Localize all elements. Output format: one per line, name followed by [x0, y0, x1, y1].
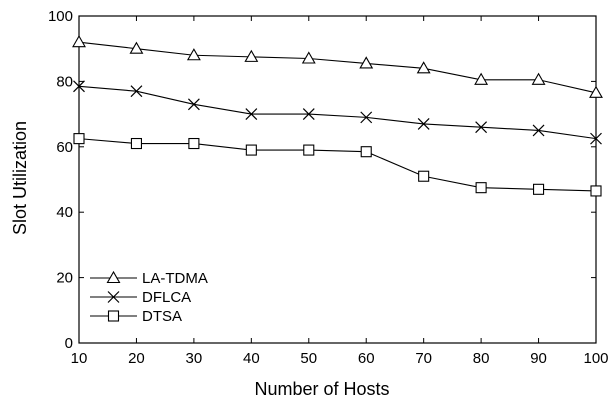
x-tick-label: 70	[415, 350, 432, 367]
data-point	[302, 108, 315, 121]
legend-marker	[107, 291, 120, 303]
legend-marker	[107, 310, 120, 322]
data-point	[590, 185, 602, 197]
series-line	[78, 85, 597, 140]
x-tick-label: 50	[300, 350, 317, 367]
data-point	[187, 98, 200, 111]
data-point	[245, 144, 257, 156]
x-tick-label: 40	[243, 350, 260, 367]
data-point	[417, 117, 430, 130]
x-tick-label: 60	[358, 350, 375, 367]
x-tick-label: 90	[530, 350, 547, 367]
y-tick-label: 80	[56, 73, 73, 90]
data-point	[416, 61, 431, 74]
y-tick-label: 60	[56, 139, 73, 156]
x-tick-label: 100	[583, 350, 608, 367]
data-point	[533, 183, 545, 195]
data-point	[186, 48, 201, 61]
legend-item: DTSA	[90, 308, 182, 325]
data-point	[301, 51, 316, 64]
data-point	[188, 137, 200, 150]
series-line	[78, 138, 597, 192]
data-point	[360, 111, 373, 124]
x-tick-label: 30	[186, 350, 203, 367]
legend-label: LA-TDMA	[142, 270, 208, 287]
y-tick-label: 100	[48, 8, 73, 25]
data-point	[359, 56, 374, 69]
legend-label: DTSA	[142, 308, 182, 325]
series-dflca	[73, 80, 602, 145]
data-point	[303, 144, 315, 156]
data-point	[474, 72, 489, 85]
legend-item: LA-TDMA	[90, 270, 208, 287]
series-line	[78, 41, 597, 94]
data-point	[475, 121, 488, 134]
data-point	[589, 85, 603, 98]
data-point	[360, 146, 372, 158]
x-tick-label: 20	[128, 350, 145, 367]
data-point	[531, 72, 546, 85]
data-point	[72, 35, 86, 48]
y-tick-label: 0	[65, 335, 73, 352]
y-tick-label: 40	[56, 204, 73, 221]
data-point	[130, 85, 143, 98]
data-point	[73, 133, 85, 145]
data-point	[73, 80, 85, 93]
data-point	[418, 170, 430, 182]
y-tick-label: 20	[56, 270, 73, 287]
data-point	[245, 108, 258, 121]
x-tick-label: 10	[71, 350, 88, 367]
axes: 10 20 30 40 50 60 70 80 90 100 0 20 40 60 80 100	[48, 8, 609, 367]
series-dtsa	[73, 133, 602, 197]
series-la-tdma	[72, 35, 603, 98]
x-axis-title: Number of Hosts	[254, 379, 389, 399]
legend-marker	[106, 270, 121, 284]
legend-item: DFLCA	[90, 289, 191, 306]
data-point	[129, 41, 144, 54]
plot-frame	[78, 15, 597, 344]
legend-label: DFLCA	[142, 289, 191, 306]
data-point	[590, 132, 602, 145]
data-point	[130, 137, 142, 150]
data-point	[532, 124, 545, 137]
x-tick-label: 80	[473, 350, 490, 367]
data-point	[244, 49, 259, 62]
y-axis-title: Slot Utilization	[10, 121, 30, 235]
legend: LA-TDMA DFLCA DTSA	[90, 270, 208, 325]
series-lines	[72, 35, 603, 197]
data-point	[475, 182, 487, 194]
